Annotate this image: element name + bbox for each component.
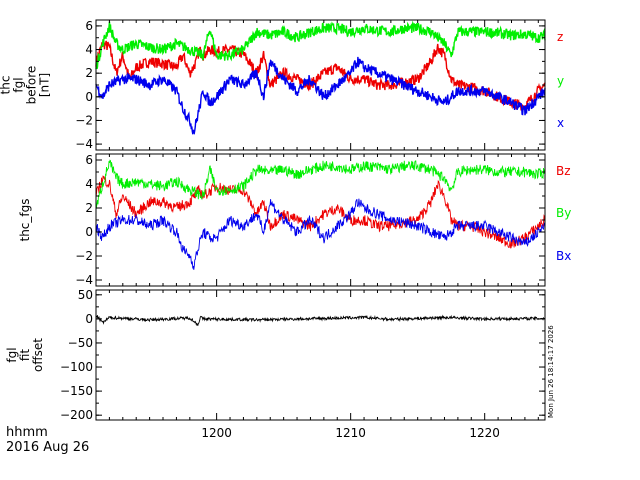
y-axis-label: [nT]	[38, 73, 52, 97]
y-tick-label: 0	[85, 90, 93, 104]
y-axis-label: thc	[0, 76, 13, 95]
series-line-y	[95, 20, 546, 70]
legend-label-y: y	[557, 74, 564, 88]
y-tick-label: −200	[60, 408, 93, 422]
y-tick-label: 0	[85, 312, 93, 326]
panel-fgl-before: z y x −4 −2 0 2 4 6 thc fgl before [nT]	[0, 19, 564, 151]
series-line-offset	[95, 314, 546, 327]
y-tick-label: 6	[85, 19, 93, 33]
y-tick-label: −4	[75, 273, 93, 287]
x-tick-label: 1200	[201, 426, 232, 440]
y-tick-label: 0	[85, 225, 93, 239]
y-tick-label: 4	[85, 43, 93, 57]
legend-label-Bx: Bx	[556, 249, 571, 263]
y-axis-label: before	[25, 66, 39, 105]
panel-frame	[95, 289, 546, 421]
y-tick-label: 2	[85, 201, 93, 215]
y-tick-label: 6	[85, 153, 93, 167]
time-axis-label: hhmm	[6, 425, 48, 440]
legend-label-By: By	[556, 206, 571, 220]
panel-frame	[95, 19, 546, 151]
panel-fgs: Bz By Bx −4 −2 0 2 4 6 thc_fgs	[18, 153, 571, 287]
y-tick-label: −100	[60, 360, 93, 374]
series-line-x	[95, 56, 546, 135]
y-tick-label: −50	[68, 336, 93, 350]
y-tick-label: −2	[75, 113, 93, 127]
y-tick-label: 50	[78, 288, 93, 302]
date-label: 2016 Aug 26	[6, 440, 89, 455]
x-tick-label: 1210	[335, 426, 366, 440]
series-line-By	[95, 159, 546, 210]
legend-label-z: z	[557, 30, 563, 44]
y-tick-label: 4	[85, 177, 93, 191]
y-axis-label: fgl	[12, 77, 26, 92]
y-tick-label: −2	[75, 249, 93, 263]
y-axis-label: fgl	[5, 347, 19, 362]
y-tick-label: −150	[60, 384, 93, 398]
y-axis-label: fit	[18, 349, 32, 362]
y-tick-label: −4	[75, 137, 93, 151]
creation-timestamp: Mon Jun 26 18:14:17 2026	[547, 325, 555, 418]
panel-fit-offset: −200 −150 −100 −50 0 50 1200 1210 1220 fgl fit offs…	[5, 288, 546, 440]
y-axis-label: offset	[31, 338, 45, 372]
y-tick-label: 2	[85, 66, 93, 80]
legend-label-Bz: Bz	[556, 164, 571, 178]
x-tick-label: 1220	[469, 426, 500, 440]
legend-label-x: x	[557, 116, 564, 130]
y-axis-label: thc_fgs	[18, 198, 32, 241]
series-line-Bx	[95, 198, 546, 270]
